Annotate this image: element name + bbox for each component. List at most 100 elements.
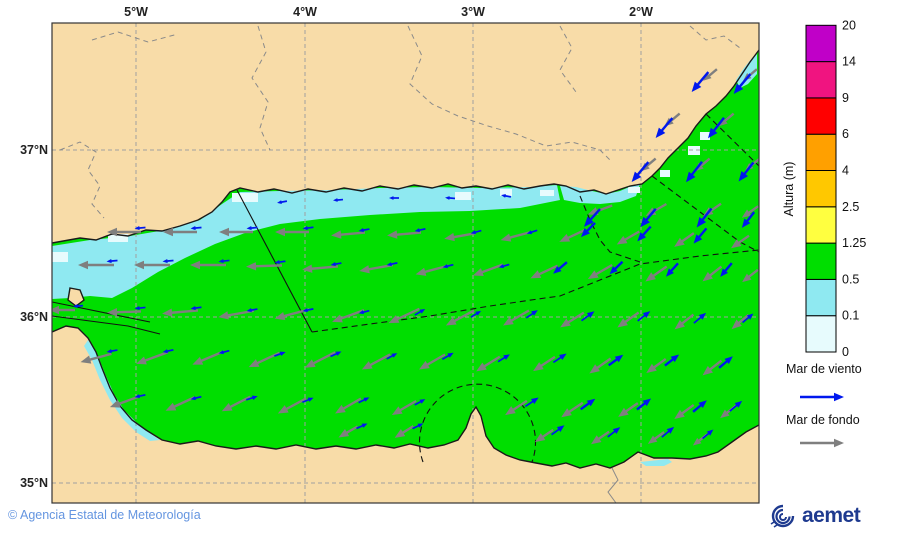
swell-arrow (741, 205, 759, 218)
swell-arrow (388, 307, 420, 324)
swell-arrow (534, 428, 554, 443)
wind-sea-arrow (738, 161, 755, 182)
swell-arrow (109, 395, 139, 408)
swell-arrow (246, 262, 283, 271)
swell-arrow (718, 112, 735, 127)
swell-arrow (503, 309, 530, 326)
swell-arrow (52, 305, 75, 315)
swell-arrow (277, 397, 307, 414)
wind-sea-arrow (356, 423, 368, 430)
swell-arrow (331, 230, 366, 239)
wind-sea-arrow (190, 306, 202, 311)
wind-sea-arrow (707, 117, 725, 139)
wind-sea-arrow (190, 225, 202, 231)
wind-sea-arrow (442, 263, 454, 269)
graticule (52, 23, 759, 503)
swell-arrow (302, 264, 339, 273)
aemet-logo-text: aemet (802, 504, 861, 527)
maritime-boundaries (52, 113, 759, 463)
swell-arrow (589, 357, 612, 374)
lon-tick-label: 5°W (124, 5, 148, 19)
coastal-cyan-almeria-bay (560, 184, 640, 204)
swell-arrow (616, 230, 640, 245)
swell-arrow (419, 353, 446, 370)
swell-arrow (730, 234, 750, 249)
wind-sea-arrow (693, 312, 707, 324)
swell-arrow (476, 355, 501, 372)
swell-arrow (533, 355, 556, 372)
swell-arrow (387, 230, 422, 239)
colorbar-segment (805, 133, 837, 171)
colorbar-tick-label: 9 (842, 91, 849, 105)
swell-arrow (107, 308, 142, 317)
swell-arrow (221, 395, 251, 412)
swell-arrow (702, 359, 723, 376)
wind-sea-arrow (134, 225, 146, 231)
wind-sea-arrow (302, 308, 314, 313)
wind-sea-arrow (470, 310, 482, 318)
swell-arrow (394, 425, 414, 438)
colorbar-tick-label: 6 (842, 127, 849, 141)
swell-arrow (359, 263, 393, 274)
wind-sea-arrow (637, 225, 652, 242)
coastal-cyan-se (640, 459, 672, 466)
wind-sea-arrow (274, 260, 286, 265)
colorbar-tick-label: 1.25 (842, 236, 866, 250)
swell-arrow (505, 399, 528, 416)
swell-arrow (275, 227, 309, 237)
wind-sea-arrow (609, 260, 624, 275)
wind-sea-arrow (358, 228, 370, 233)
wind-sea-arrow (685, 161, 703, 183)
wind-sea-arrow (637, 311, 651, 322)
wind-sea-arrow (414, 228, 426, 233)
wind-sea-arrow (526, 229, 538, 235)
swell-arrow (165, 396, 196, 411)
swell-arrow (162, 308, 199, 317)
swell-arrow (136, 351, 169, 365)
swell-arrow (134, 260, 170, 270)
legend-swell-label: Mar de fondo (786, 413, 860, 427)
wind-sea-arrow (553, 261, 568, 274)
swell-arrow (617, 311, 640, 328)
wind-sea-arrow (664, 354, 680, 367)
swell-arrow (590, 430, 610, 445)
swell-arrow (248, 351, 280, 368)
sea-green-area (52, 50, 759, 468)
wind-sea-arrow (733, 73, 752, 94)
swell-arrow (80, 352, 112, 364)
wind-sea-arrow (636, 398, 652, 411)
legend-swell-arrow (800, 438, 844, 448)
swell-arrow (703, 68, 718, 81)
colorbar: 0 0.1 0.5 1.25 2.5 4 6 9 14 20 Altura (m) (782, 18, 866, 359)
swell-arrow (190, 260, 226, 270)
wind-sea-arrow (73, 304, 84, 308)
swell-arrow (742, 268, 759, 283)
wind-sea-arrow (246, 308, 258, 313)
wind-sea-arrow (607, 427, 621, 438)
wind-sea-arrow (470, 229, 482, 235)
wind-sea-arrow (696, 207, 713, 228)
wind-sea-arrow (742, 313, 754, 324)
wind-sea-arrow (134, 394, 146, 399)
colorbar-segment (805, 278, 837, 317)
colorbar-tick-label: 0 (842, 345, 849, 359)
wind-sea-arrow (358, 309, 370, 315)
wind-sea-arrow (729, 400, 743, 412)
colorbar-tick-label: 14 (842, 55, 856, 69)
wind-sea-arrow (134, 305, 146, 311)
wind-sea-arrow (702, 429, 714, 440)
wind-sea-arrow (218, 258, 230, 264)
arrow-field (52, 68, 759, 446)
swell-arrow (78, 260, 114, 270)
swell-arrow (530, 264, 559, 279)
colorbar-tick-label: 2.5 (842, 200, 859, 214)
wind-sea-arrow (693, 227, 708, 244)
attribution-text: © Agencia Estatal de Meteorología (8, 508, 201, 522)
wind-sea-arrow (302, 226, 314, 231)
wind-sea-arrow (330, 351, 342, 358)
swell-arrow (674, 232, 695, 247)
wind-sea-arrow (414, 399, 426, 406)
wind-sea-arrow (741, 211, 756, 228)
